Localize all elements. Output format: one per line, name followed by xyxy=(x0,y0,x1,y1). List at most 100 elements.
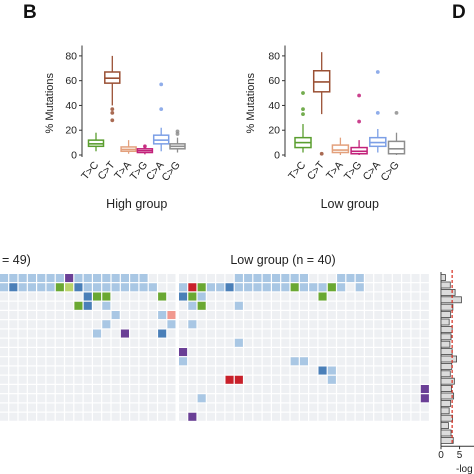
heatmap-cell-empty xyxy=(318,357,327,366)
heatmap-cell-empty xyxy=(365,329,374,338)
side-bar xyxy=(440,296,462,304)
heatmap-cell-empty xyxy=(374,385,383,394)
heatmap-cell-empty xyxy=(272,311,281,320)
heatmap-cell-light xyxy=(346,274,355,283)
heatmap-cell-empty xyxy=(374,301,383,310)
heatmap-cell-empty xyxy=(272,329,281,338)
heatmap-cell-empty xyxy=(290,292,299,301)
heatmap-cell-empty xyxy=(188,329,197,338)
heatmap-cell-empty xyxy=(365,357,374,366)
heatmap-cell-empty xyxy=(392,385,401,394)
side-bar xyxy=(440,370,451,378)
outlier-point xyxy=(159,107,164,112)
heatmap-cell-empty xyxy=(365,366,374,375)
x-tick-label: C>A xyxy=(361,159,384,183)
heatmap-cell-empty xyxy=(167,357,176,366)
heatmap-cell-empty xyxy=(9,320,18,329)
heatmap-cell-empty xyxy=(299,385,308,394)
heatmap-cell-empty xyxy=(299,329,308,338)
heatmap-cell-empty xyxy=(18,366,27,375)
heatmap-cell-empty xyxy=(337,311,346,320)
heatmap-cell-empty xyxy=(139,329,148,338)
heatmap-cell-empty xyxy=(402,274,411,283)
heatmap-cell-green xyxy=(327,283,336,292)
heatmap-cell-empty xyxy=(234,329,243,338)
heatmap-cell-empty xyxy=(225,394,234,403)
heatmap-cell-light xyxy=(355,283,364,292)
heatmap-cell-empty xyxy=(139,320,148,329)
heatmap-cell-light xyxy=(111,283,120,292)
heatmap-cell-empty xyxy=(309,329,318,338)
heatmap-cell-empty xyxy=(346,338,355,347)
heatmap-cell-light xyxy=(262,283,271,292)
heatmap-cell-empty xyxy=(337,403,346,412)
heatmap-cell-light xyxy=(179,357,188,366)
heatmap-cell-empty xyxy=(420,274,429,283)
heatmap-cell-empty xyxy=(18,357,27,366)
box-t-to-c: T>C xyxy=(286,91,312,182)
heatmap-cell-empty xyxy=(244,292,253,301)
heatmap-cell-empty xyxy=(27,311,36,320)
side-bar xyxy=(440,429,452,437)
heatmap-cell-empty xyxy=(309,366,318,375)
heatmap-cell-empty xyxy=(402,412,411,421)
heatmap-cell-empty xyxy=(37,403,46,412)
heatmap-cell-empty xyxy=(83,338,92,347)
heatmap-cell-empty xyxy=(262,385,271,394)
outlier-point xyxy=(110,107,115,112)
heatmap-cell-empty xyxy=(402,375,411,384)
heatmap-cell-empty xyxy=(55,301,64,310)
heatmap-cell-light xyxy=(327,375,336,384)
heatmap-cell-light xyxy=(337,274,346,283)
heatmap-cell-green xyxy=(55,283,64,292)
heatmap-cell-red xyxy=(225,375,234,384)
heatmap-cell-empty xyxy=(290,338,299,347)
heatmap-cell-mid xyxy=(74,283,83,292)
heatmap-cell-light xyxy=(272,283,281,292)
heatmap-cell-empty xyxy=(111,320,120,329)
heatmap-cell-mid xyxy=(225,283,234,292)
heatmap-cell-empty xyxy=(130,348,139,357)
heatmap-cell-empty xyxy=(225,366,234,375)
heatmap-cell-light xyxy=(93,329,102,338)
outlier-point xyxy=(357,119,361,124)
heatmap-cell-empty xyxy=(120,311,129,320)
outlier-point xyxy=(394,110,399,115)
heatmap-cell-empty xyxy=(383,385,392,394)
heatmap-cell-empty xyxy=(46,338,55,347)
x-tick-label: T>C xyxy=(286,159,308,182)
heatmap-cell-empty xyxy=(120,403,129,412)
heatmap-cell-light xyxy=(290,357,299,366)
heatmap-cell-empty xyxy=(411,394,420,403)
heatmap-cell-empty xyxy=(102,375,111,384)
heatmap-cell-empty xyxy=(346,357,355,366)
heatmap-cell-empty xyxy=(197,338,206,347)
heatmap-cell-light xyxy=(18,283,27,292)
heatmap-cell-empty xyxy=(365,320,374,329)
heatmap-cell-empty xyxy=(327,292,336,301)
heatmap-cell-empty xyxy=(383,283,392,292)
heatmap-cell-empty xyxy=(0,403,9,412)
heatmap-cell-empty xyxy=(346,283,355,292)
heatmap-cell-empty xyxy=(206,366,215,375)
heatmap-cell-empty xyxy=(392,412,401,421)
group-title: Low group xyxy=(321,197,379,211)
heatmap-cell-empty xyxy=(102,403,111,412)
heatmap-cell-empty xyxy=(281,292,290,301)
heatmap-cell-empty xyxy=(318,329,327,338)
heatmap-cell-empty xyxy=(253,329,262,338)
heatmap-cell-empty xyxy=(18,329,27,338)
heatmap-cell-empty xyxy=(253,357,262,366)
heatmap-cell-empty xyxy=(179,320,188,329)
heatmap-cell-empty xyxy=(65,329,74,338)
heatmap-cell-empty xyxy=(93,366,102,375)
heatmap-cell-empty xyxy=(167,283,176,292)
heatmap-cell-empty xyxy=(327,320,336,329)
heatmap-cell-empty xyxy=(158,301,167,310)
heatmap-cell-empty xyxy=(383,292,392,301)
heatmap-cell-empty xyxy=(365,394,374,403)
heatmap-cell-empty xyxy=(262,403,271,412)
heatmap-cell-empty xyxy=(262,412,271,421)
outlier-point xyxy=(301,107,305,112)
heatmap-cell-empty xyxy=(0,366,9,375)
